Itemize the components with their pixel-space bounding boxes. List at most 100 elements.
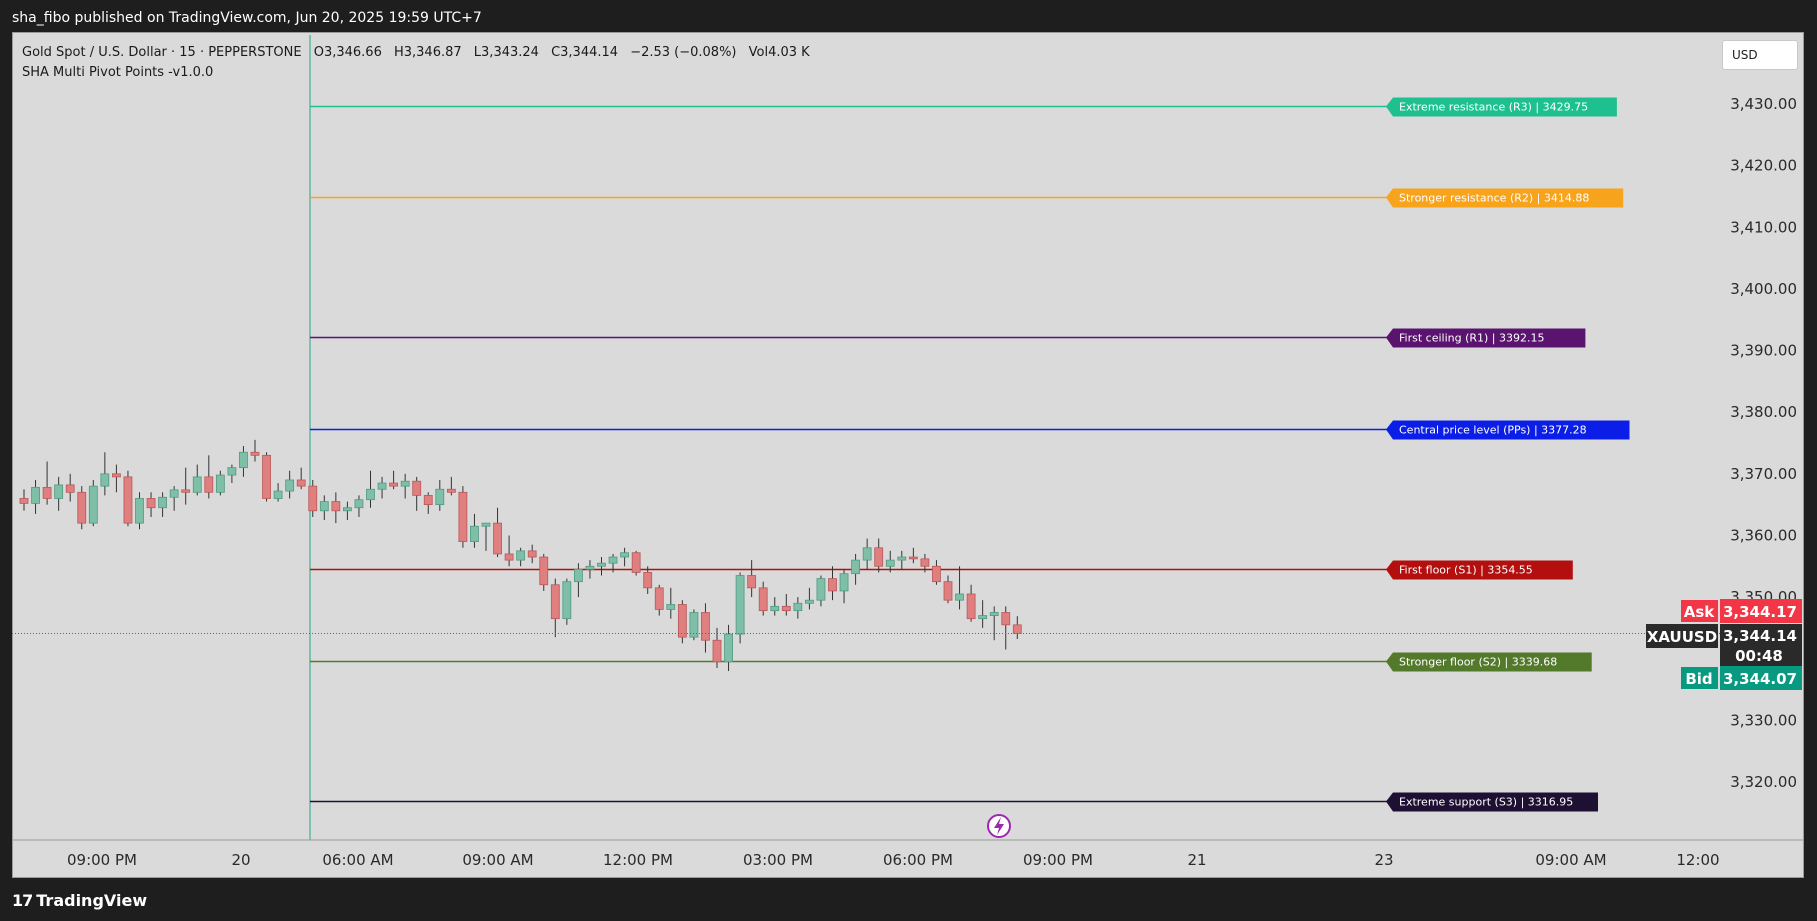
- high-value: H3,346.87: [393, 45, 462, 60]
- pivot-label-pp: Central price level (PPs) | 3377.28: [1399, 424, 1587, 437]
- y-tick-label: 3,430.00: [1730, 95, 1797, 113]
- candle-body: [758, 587, 768, 612]
- candle-body: [319, 501, 329, 512]
- candle-body: [239, 451, 248, 469]
- candle-body: [169, 489, 179, 498]
- candle-body: [989, 612, 999, 616]
- candle-body: [77, 491, 87, 524]
- pivot-tag-s3[interactable]: [1386, 792, 1598, 812]
- x-tick-label: 09:00 AM: [462, 851, 533, 869]
- symbol-label: XAUUSD: [1647, 628, 1717, 646]
- candle-body: [828, 578, 837, 592]
- candle-body: [423, 494, 433, 506]
- chart-frame[interactable]: [12, 32, 1804, 878]
- candle-body: [470, 525, 479, 543]
- x-tick-label: 09:00 PM: [1023, 851, 1093, 869]
- tradingview-logo[interactable]: 17 TradingView: [12, 890, 147, 910]
- pivot-label-s1: First floor (S1) | 3354.55: [1399, 564, 1533, 577]
- last-price-tag: [1720, 624, 1802, 666]
- candle-body: [793, 602, 803, 612]
- candle-body: [574, 568, 583, 583]
- bid-price: 3,344.07: [1723, 670, 1797, 688]
- currency-selector[interactable]: USD: [1722, 40, 1798, 70]
- candle-body: [701, 612, 710, 641]
- publisher-bar: sha_fibo published on TradingView.com, J…: [0, 0, 1817, 32]
- bid-price-tag: [1720, 666, 1802, 690]
- countdown-timer: 00:48: [1735, 647, 1783, 665]
- candle-body: [308, 485, 318, 512]
- candle-body: [389, 482, 399, 487]
- candle-body: [400, 480, 410, 487]
- candle-body: [1001, 612, 1011, 626]
- candle-body: [562, 581, 572, 620]
- candle-body: [932, 565, 941, 583]
- candle-body: [897, 556, 907, 561]
- indicator-title[interactable]: SHA Multi Pivot Points -v1.0.0: [22, 65, 214, 80]
- candle-body: [331, 501, 341, 512]
- candle-body: [88, 485, 98, 524]
- y-tick-label: 3,320.00: [1730, 773, 1797, 791]
- pivot-tag-s1[interactable]: [1386, 560, 1573, 580]
- last-price: 3,344.14: [1723, 627, 1797, 645]
- brand-name: TradingView: [36, 890, 148, 910]
- candle-body: [273, 490, 283, 499]
- candle-body: [54, 484, 64, 499]
- candle-body: [181, 489, 191, 493]
- candle-body: [250, 451, 260, 456]
- x-tick-label: 03:00 PM: [743, 851, 813, 869]
- bid-label: Bid: [1685, 670, 1712, 688]
- x-tick-label: 23: [1374, 851, 1393, 869]
- candle-body: [296, 479, 306, 487]
- candle-body: [862, 547, 872, 561]
- candle-body: [943, 581, 953, 601]
- candle-body: [227, 467, 237, 476]
- pivot-tag-r1[interactable]: [1386, 328, 1586, 348]
- pivot-label-r3: Extreme resistance (R3) | 3429.75: [1399, 101, 1588, 114]
- pivot-tag-s2[interactable]: [1386, 652, 1592, 672]
- pivot-label-s2: Stronger floor (S2) | 3339.68: [1399, 656, 1557, 669]
- candle-body: [978, 615, 988, 620]
- chart-legend: Gold Spot / U.S. Dollar · 15 · PEPPERSTO…: [22, 43, 810, 83]
- y-tick-label: 3,380.00: [1730, 403, 1797, 421]
- pivot-label-r1: First ceiling (R1) | 3392.15: [1399, 332, 1545, 345]
- candle-body: [643, 572, 653, 589]
- candle-body: [342, 507, 352, 512]
- candle-body: [805, 599, 814, 604]
- pivot-tag-r3[interactable]: [1386, 97, 1617, 117]
- symbol-title[interactable]: Gold Spot / U.S. Dollar · 15 · PEPPERSTO…: [22, 45, 302, 60]
- y-tick-label: 3,400.00: [1730, 280, 1797, 298]
- candle-body: [446, 488, 456, 493]
- candle-body: [770, 605, 780, 612]
- candle-body: [458, 491, 468, 543]
- candle-body: [377, 482, 387, 490]
- candle-body: [435, 488, 445, 506]
- candle-body: [204, 476, 214, 493]
- candle-body: [689, 612, 699, 638]
- open-value: O3,346.66: [313, 45, 382, 60]
- candle-body: [135, 498, 144, 524]
- x-tick-label: 12:00 PM: [603, 851, 673, 869]
- pivot-tag-r2[interactable]: [1386, 188, 1624, 208]
- candle-body: [354, 499, 364, 509]
- ohlc-row: Gold Spot / U.S. Dollar · 15 · PEPPERSTO…: [22, 43, 810, 63]
- candle-body: [966, 593, 976, 620]
- y-tick-label: 3,330.00: [1730, 711, 1797, 729]
- x-tick-label: 06:00 PM: [883, 851, 953, 869]
- candle-body: [885, 559, 895, 567]
- footer-bar: 17 TradingView: [0, 878, 1817, 921]
- candle-body: [666, 604, 676, 610]
- x-tick-label: 20: [231, 851, 250, 869]
- ask-price-tag: [1720, 599, 1802, 623]
- candle-body: [412, 480, 422, 496]
- x-tick-label: 09:00 PM: [67, 851, 137, 869]
- x-tick-label: 06:00 AM: [322, 851, 393, 869]
- currency-label: USD: [1732, 48, 1758, 62]
- symbol-tag: [1646, 624, 1718, 648]
- candle-body: [527, 550, 537, 558]
- pivot-label-r2: Stronger resistance (R2) | 3414.88: [1399, 192, 1589, 205]
- pivot-tag-pp[interactable]: [1386, 420, 1630, 440]
- x-tick-label: 12:00: [1676, 851, 1719, 869]
- y-tick-label: 3,390.00: [1730, 342, 1797, 360]
- y-tick-label: 3,370.00: [1730, 465, 1797, 483]
